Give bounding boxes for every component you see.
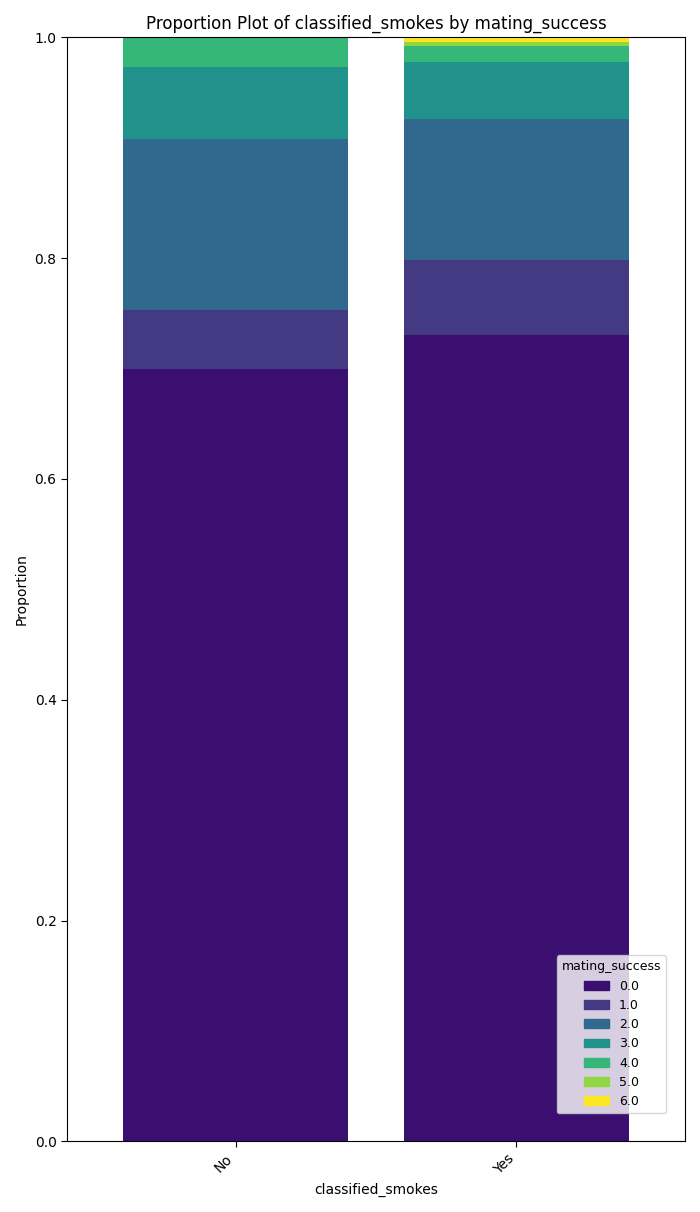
Bar [404,119,629,261]
X-axis label: classified_smokes: classified_smokes [314,1183,438,1197]
Legend: 0.0, 1.0, 2.0, 3.0, 4.0, 5.0, 6.0: 0.0, 1.0, 2.0, 3.0, 4.0, 5.0, 6.0 [557,955,666,1113]
Y-axis label: Proportion: Proportion [15,554,29,625]
Bar [404,46,629,62]
Bar [123,139,348,310]
Bar [404,38,629,41]
Bar [123,1,348,67]
Bar [404,62,629,119]
Bar [404,336,629,1142]
Title: Proportion Plot of classified_smokes by mating_success: Proportion Plot of classified_smokes by … [146,15,606,33]
Bar [404,41,629,46]
Bar [123,368,348,1142]
Bar [123,67,348,139]
Bar [404,261,629,336]
Bar [123,310,348,368]
